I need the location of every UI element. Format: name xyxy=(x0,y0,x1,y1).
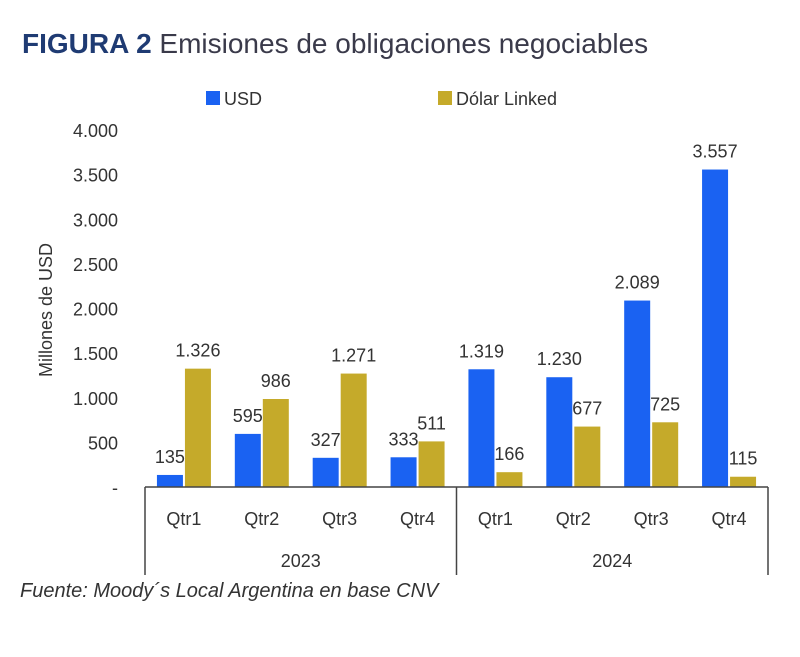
data-label: 511 xyxy=(417,413,446,433)
group-label: 2024 xyxy=(592,551,632,571)
y-tick-label: 3.000 xyxy=(73,210,118,230)
bar-dolar-linked xyxy=(262,398,289,487)
bar-usd xyxy=(156,474,183,487)
data-label: 135 xyxy=(155,447,185,467)
y-tick-label: 3.500 xyxy=(73,166,118,186)
data-label: 595 xyxy=(233,406,263,426)
legend-swatch xyxy=(206,91,220,105)
bar-usd xyxy=(234,433,261,487)
data-label: 1.230 xyxy=(537,349,582,369)
x-tick-label: Qtr3 xyxy=(634,509,669,529)
bar-dolar-linked xyxy=(418,441,445,487)
data-label: 327 xyxy=(311,430,341,450)
bar-dolar-linked xyxy=(652,422,679,487)
bar-dolar-linked xyxy=(340,373,367,487)
bar-dolar-linked xyxy=(574,426,601,487)
data-label: 2.089 xyxy=(615,273,660,293)
data-label: 1.271 xyxy=(331,346,376,366)
source-note: Fuente: Moody´s Local Argentina en base … xyxy=(20,580,439,602)
data-label: 1.319 xyxy=(459,341,504,361)
bar-usd xyxy=(312,457,339,487)
bar-usd xyxy=(624,300,651,487)
bar-dolar-linked xyxy=(496,472,523,487)
data-label: 677 xyxy=(572,399,602,419)
bar-usd xyxy=(702,169,729,487)
data-label: 1.326 xyxy=(175,341,220,361)
x-tick-label: Qtr3 xyxy=(322,509,357,529)
figure-label: FIGURA 2 xyxy=(22,28,152,59)
x-tick-label: Qtr2 xyxy=(556,509,591,529)
y-tick-label: 2.500 xyxy=(73,255,118,275)
x-tick-label: Qtr4 xyxy=(400,509,435,529)
data-label: 166 xyxy=(494,444,524,464)
bar-dolar-linked xyxy=(730,476,757,487)
data-label: 3.557 xyxy=(693,142,738,162)
chart-title: FIGURA 2 Emisiones de obligaciones negoc… xyxy=(22,28,648,60)
data-label: 115 xyxy=(729,449,758,469)
y-tick-label: 500 xyxy=(88,433,118,453)
data-label: 333 xyxy=(389,429,419,449)
x-tick-label: Qtr1 xyxy=(478,509,513,529)
legend-label: Dólar Linked xyxy=(456,89,557,109)
y-tick-label: 4.000 xyxy=(73,121,118,141)
y-axis-title: Millones de USD xyxy=(36,243,56,377)
y-tick-label: - xyxy=(112,478,118,498)
legend-label: USD xyxy=(224,89,262,109)
y-tick-label: 2.000 xyxy=(73,300,118,320)
x-tick-label: Qtr4 xyxy=(712,509,747,529)
x-tick-label: Qtr2 xyxy=(244,509,279,529)
y-tick-label: 1.500 xyxy=(73,344,118,364)
x-tick-label: Qtr1 xyxy=(166,509,201,529)
figure-title: Emisiones de obligaciones negociables xyxy=(159,28,649,59)
legend-swatch xyxy=(438,91,452,105)
bar-dolar-linked xyxy=(184,368,211,487)
data-label: 986 xyxy=(261,371,291,391)
y-tick-label: 1.000 xyxy=(73,389,118,409)
bar-usd xyxy=(468,369,495,487)
data-label: 725 xyxy=(650,394,680,414)
bar-usd xyxy=(546,377,573,487)
bar-usd xyxy=(390,457,417,487)
group-label: 2023 xyxy=(281,551,321,571)
